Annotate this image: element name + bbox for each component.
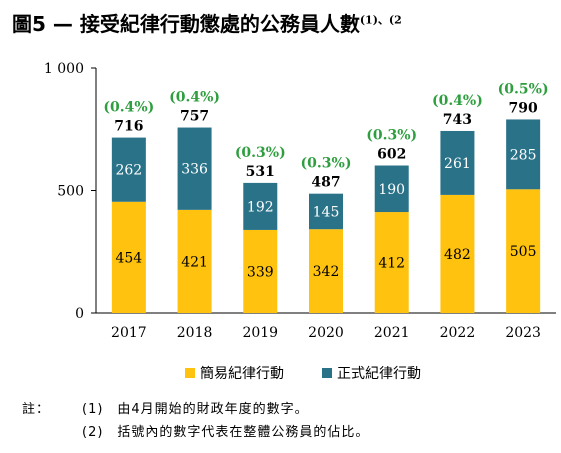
data-label-formal: 261 [444,156,471,172]
data-label-formal: 145 [313,204,340,220]
bar-formal [243,182,278,230]
legend-item-formal: 正式紀律行動 [322,363,421,383]
chart-legend: 簡易紀律行動 正式紀律行動 [185,363,421,383]
legend-item-summary: 簡易紀律行動 [185,363,284,383]
chart-title-text: 圖5 — 接受紀律行動懲處的公務員人數 [12,12,360,36]
percentage-label: (0.3%) [235,145,286,161]
total-label: 487 [311,175,340,191]
footnotes: 註： (1) 由4月開始的財政年度的數字。 (2) 括號內的數字代表在整體公務員… [22,398,369,444]
bar-summary [506,189,541,313]
percentage-label: (0.4%) [103,100,154,116]
data-label-summary: 454 [115,250,142,266]
data-label-summary: 505 [510,244,537,260]
data-label-summary: 421 [181,254,208,270]
bar-formal [309,193,343,230]
total-label: 790 [509,100,538,116]
data-label-summary: 342 [313,264,340,280]
total-label: 757 [180,109,209,125]
stacked-bar-chart: 0 500 1 000 454 262 716 (0.4%) 2017 421 336 757 (0.… [44,61,556,341]
footnote-1-text: (1) 由4月開始的財政年度的數字。 [82,402,309,417]
percentage-label: (0.4%) [169,90,220,106]
x-tick-label: 2023 [505,325,541,341]
percentage-label: (0.5%) [498,81,549,97]
percentage-label: (0.3%) [366,128,417,144]
x-tick-label: 2017 [111,325,147,341]
bar-summary [243,229,278,313]
y-tick-label: 0 [75,306,84,322]
legend-label-formal: 正式紀律行動 [337,366,421,382]
bar-summary [111,201,146,313]
total-label: 743 [443,112,472,128]
legend-swatch-summary [185,368,195,378]
percentage-label: (0.4%) [432,93,483,109]
x-tick-label: 2020 [308,325,344,341]
x-tick-label: 2022 [440,325,476,341]
chart-title: 圖5 — 接受紀律行動懲處的公務員人數(1)、(2 [12,8,402,37]
legend-label-summary: 簡易紀律行動 [200,366,284,382]
bar-summary [309,229,343,313]
footnote-2-text: (2) 括號內的數字代表在整體公務員的佔比。 [82,425,370,440]
total-label: 716 [114,119,143,135]
x-tick-label: 2019 [242,325,278,341]
total-label: 602 [377,147,406,163]
data-label-formal: 192 [247,199,274,215]
x-tick-label: 2021 [374,325,410,341]
bar-summary [177,209,212,313]
title-footnote-marker: (1)、(2 [359,13,402,27]
x-tick-label: 2018 [177,325,213,341]
percentage-label: (0.3%) [301,156,352,172]
bar-formal [177,127,212,210]
footnote-2: (2) 括號內的數字代表在整體公務員的佔比。 [22,421,369,444]
data-label-formal: 336 [181,162,208,178]
y-tick-label: 1 000 [44,61,84,77]
bar-formal [374,165,409,213]
footnote-1: 註： (1) 由4月開始的財政年度的數字。 [22,398,369,421]
legend-swatch-formal [322,368,332,378]
data-label-summary: 482 [444,247,471,263]
bar-formal [506,119,541,190]
data-label-summary: 412 [378,256,405,272]
bar-formal [111,137,146,202]
y-tick-label: 500 [57,184,84,200]
data-label-formal: 285 [510,147,537,163]
footnotes-label: 註： [22,402,51,417]
bar-formal [440,130,475,195]
total-label: 531 [246,164,275,180]
data-label-formal: 190 [378,182,405,198]
bar-summary [440,194,475,313]
bar-summary [374,212,409,313]
data-label-summary: 339 [247,264,274,280]
data-label-formal: 262 [115,163,142,179]
